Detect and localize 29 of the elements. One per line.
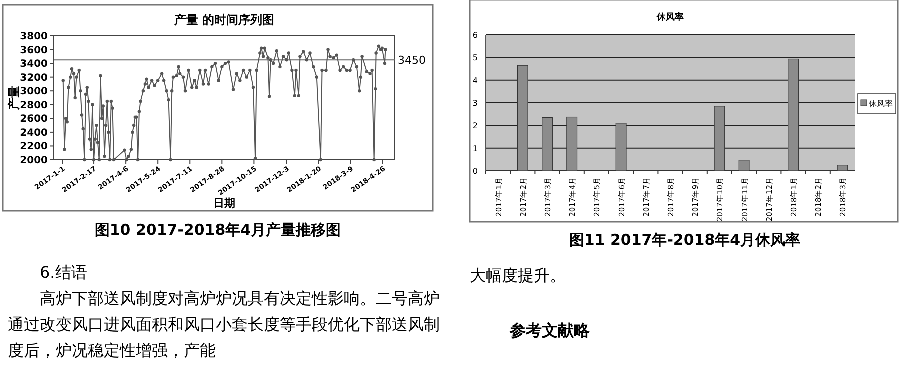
y-tick-label: 3200 bbox=[20, 72, 48, 84]
y-tick-label: 2 bbox=[472, 122, 478, 131]
caption: 图10 2017-2018年4月产量推移图 bbox=[94, 220, 342, 241]
y-tick-label: 2000 bbox=[20, 156, 48, 166]
text: 高炉下部送风制度对高炉炉况具有决定性影响。二号高炉通过改变风口进风面积和风口小套长度等手段优化下部送风制度后，炉况稳定性增强，产能 bbox=[8, 288, 441, 362]
y-tick-label: 1 bbox=[472, 144, 478, 154]
y-tick-label: 2800 bbox=[20, 100, 48, 112]
y-tick-label: 3400 bbox=[20, 59, 48, 70]
chart-title: 休风率 bbox=[656, 12, 684, 23]
y-tick-label: 5 bbox=[472, 54, 478, 63]
ref-line-label: 3450 bbox=[398, 54, 426, 68]
y-tick-label: 3000 bbox=[20, 86, 48, 98]
y-tick-label: 2200 bbox=[20, 142, 48, 153]
y-tick-label: 3 bbox=[472, 99, 478, 108]
caption: 图11 2017年-2018年4月休风率 bbox=[568, 230, 802, 251]
text: 6.结语 bbox=[40, 262, 88, 284]
legend-label: 休风率 bbox=[869, 100, 893, 108]
text: 大幅度提升。 bbox=[470, 265, 567, 287]
y-axis-title: 产量 bbox=[7, 86, 21, 111]
y-tick-label: 0 bbox=[472, 167, 478, 176]
y-tick-label: 6 bbox=[472, 31, 478, 40]
y-tick-label: 2600 bbox=[20, 114, 48, 126]
y-tick-label: 4 bbox=[472, 76, 478, 86]
y-tick-label: 3800 bbox=[20, 32, 48, 42]
text: 参考文献略 bbox=[510, 320, 591, 342]
chart-title: 产量 的时间序列图 bbox=[173, 13, 275, 27]
y-tick-label: 3600 bbox=[20, 45, 48, 56]
x-axis-title: 日期 bbox=[214, 197, 236, 210]
y-tick-label: 2400 bbox=[20, 128, 48, 139]
